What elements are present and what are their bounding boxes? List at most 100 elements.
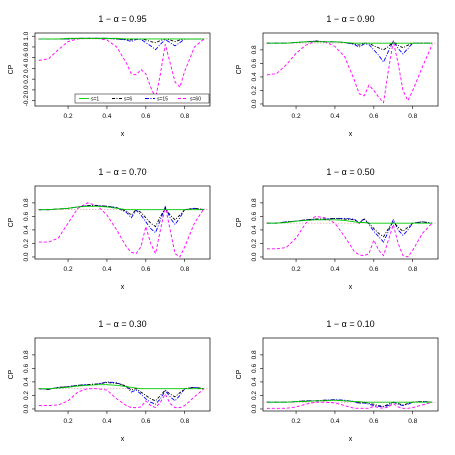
- x-tick-label: 0.6: [141, 418, 150, 425]
- x-tick-label: 0.2: [292, 266, 301, 273]
- legend-label: s=1: [91, 96, 99, 102]
- plot-frame: [34, 32, 211, 107]
- x-tick-label: 0.2: [64, 418, 73, 425]
- x-axis-label: x: [349, 436, 353, 443]
- panel-title: 1 − α = 0.90: [326, 14, 374, 24]
- panel-3: 1 − α = 0.70 0.2 0.4 0.6 0.8 0.0 0.2 0.4 0.6 0.8 x…: [8, 167, 211, 291]
- y-tick-label: 1.0: [23, 31, 30, 40]
- y-tick-label: 0.6: [251, 212, 258, 221]
- panel-title: 1 − α = 0.10: [326, 319, 374, 329]
- series-line-s60: [266, 401, 433, 409]
- panel-title: 1 − α = 0.95: [98, 14, 146, 24]
- y-axis-label: CP: [8, 64, 15, 74]
- x-tick-label: 0.4: [102, 113, 111, 120]
- y-tick-label: 0.8: [251, 45, 258, 54]
- y-tick-label: 0.4: [23, 225, 30, 234]
- y-tick-label: -0.2: [23, 95, 30, 107]
- x-axis-label: x: [349, 131, 353, 138]
- y-tick-label: 0.0: [23, 252, 30, 261]
- series-line-s15: [38, 37, 205, 51]
- x-tick-label: 0.2: [292, 113, 301, 120]
- series-line-s6: [266, 217, 433, 238]
- series-line-s1: [266, 219, 433, 224]
- series-line-s1: [266, 41, 433, 44]
- panel-title: 1 − α = 0.50: [326, 167, 374, 177]
- y-tick-label: 0.8: [23, 42, 30, 51]
- y-tick-label: 0.2: [251, 239, 258, 248]
- plot-frame: [262, 32, 439, 107]
- x-tick-label: 0.6: [141, 113, 150, 120]
- y-tick-label: 0.4: [251, 72, 258, 81]
- x-tick-label: 0.4: [330, 266, 339, 273]
- series-line-s1: [38, 205, 205, 211]
- series-line-s6: [266, 399, 433, 407]
- y-tick-label: 0.6: [251, 59, 258, 68]
- plot-frame: [34, 185, 211, 260]
- x-tick-label: 0.8: [408, 418, 417, 425]
- x-tick-label: 0.8: [180, 418, 189, 425]
- panel-1: 1 − α = 0.950.2 0.4 0.6 0.8-0.20.00.20.40.6…: [8, 14, 211, 138]
- y-tick-label: 0.6: [23, 212, 30, 221]
- series-line-s60: [266, 40, 433, 104]
- series-line-s1: [38, 37, 205, 40]
- y-tick-label: 0.2: [251, 391, 258, 400]
- y-tick-label: 0.8: [251, 350, 258, 359]
- y-tick-label: 0.0: [251, 404, 258, 413]
- y-tick-label: 0.8: [23, 198, 30, 207]
- y-tick-label: 0.0: [251, 99, 258, 108]
- y-tick-label: 0.4: [23, 64, 30, 73]
- series-line-s1: [38, 384, 205, 390]
- y-tick-label: 0.2: [23, 391, 30, 400]
- series-line-s15: [266, 399, 433, 408]
- x-tick-label: 0.8: [408, 113, 417, 120]
- x-tick-label: 0.4: [102, 266, 111, 273]
- y-axis-label: CP: [236, 217, 243, 227]
- x-tick-label: 0.6: [369, 266, 378, 273]
- y-tick-label: 0.4: [251, 225, 258, 234]
- x-tick-label: 0.4: [102, 418, 111, 425]
- panel-6: 1 − α = 0.10 0.2 0.4 0.6 0.8 0.0 0.2 0.4 0.6 0.8 x…: [236, 319, 439, 443]
- panel-4: 1 − α = 0.50 0.2 0.4 0.6 0.8 0.0 0.2 0.4 0.6 0.8 x…: [236, 167, 439, 291]
- series-line-s60: [38, 388, 205, 409]
- legend-box: [74, 93, 210, 104]
- plot-frame: [262, 337, 439, 412]
- series-line-s1: [266, 399, 433, 403]
- x-axis-label: x: [121, 131, 125, 138]
- panel-title: 1 − α = 0.70: [98, 167, 146, 177]
- x-tick-label: 0.6: [369, 418, 378, 425]
- x-axis-label: x: [349, 284, 353, 291]
- legend-label: s=60: [190, 96, 201, 102]
- y-tick-label: 0.0: [251, 252, 258, 261]
- y-tick-label: 0.4: [251, 377, 258, 386]
- legend-label: s=6: [124, 96, 132, 102]
- panel-title: 1 − α = 0.30: [98, 319, 146, 329]
- x-tick-label: 0.2: [292, 418, 301, 425]
- series-line-s60: [266, 215, 433, 258]
- panel-5: 1 − α = 0.30 0.2 0.4 0.6 0.8 0.0 0.2 0.4 0.6 0.8 x…: [8, 319, 211, 443]
- legend-label: s=15: [157, 96, 168, 102]
- plot-frame: [34, 337, 211, 412]
- y-tick-label: 0.2: [23, 74, 30, 83]
- x-tick-label: 0.2: [64, 113, 73, 120]
- y-tick-label: 0.2: [23, 239, 30, 248]
- y-tick-label: 0.0: [23, 85, 30, 94]
- legend: s=1 s=6 s=15 s=60: [74, 93, 210, 104]
- series-line-s6: [38, 382, 205, 402]
- x-tick-label: 0.6: [369, 113, 378, 120]
- y-tick-label: 0.6: [251, 364, 258, 373]
- y-tick-label: 0.2: [251, 86, 258, 95]
- series-line-s60: [38, 37, 205, 100]
- series-line-s15: [266, 40, 433, 63]
- x-tick-label: 0.2: [64, 266, 73, 273]
- y-axis-label: CP: [8, 217, 15, 227]
- x-axis-label: x: [121, 436, 125, 443]
- y-axis-label: CP: [8, 369, 15, 379]
- panel-2: 1 − α = 0.90 0.2 0.4 0.6 0.8 0.0 0.2 0.4 0.6 0.8 x…: [236, 14, 439, 138]
- y-tick-label: 0.6: [23, 53, 30, 62]
- y-tick-label: 0.4: [23, 377, 30, 386]
- x-tick-label: 0.4: [330, 113, 339, 120]
- x-tick-label: 0.6: [141, 266, 150, 273]
- series-line-s60: [38, 202, 205, 258]
- y-tick-label: 0.6: [23, 364, 30, 373]
